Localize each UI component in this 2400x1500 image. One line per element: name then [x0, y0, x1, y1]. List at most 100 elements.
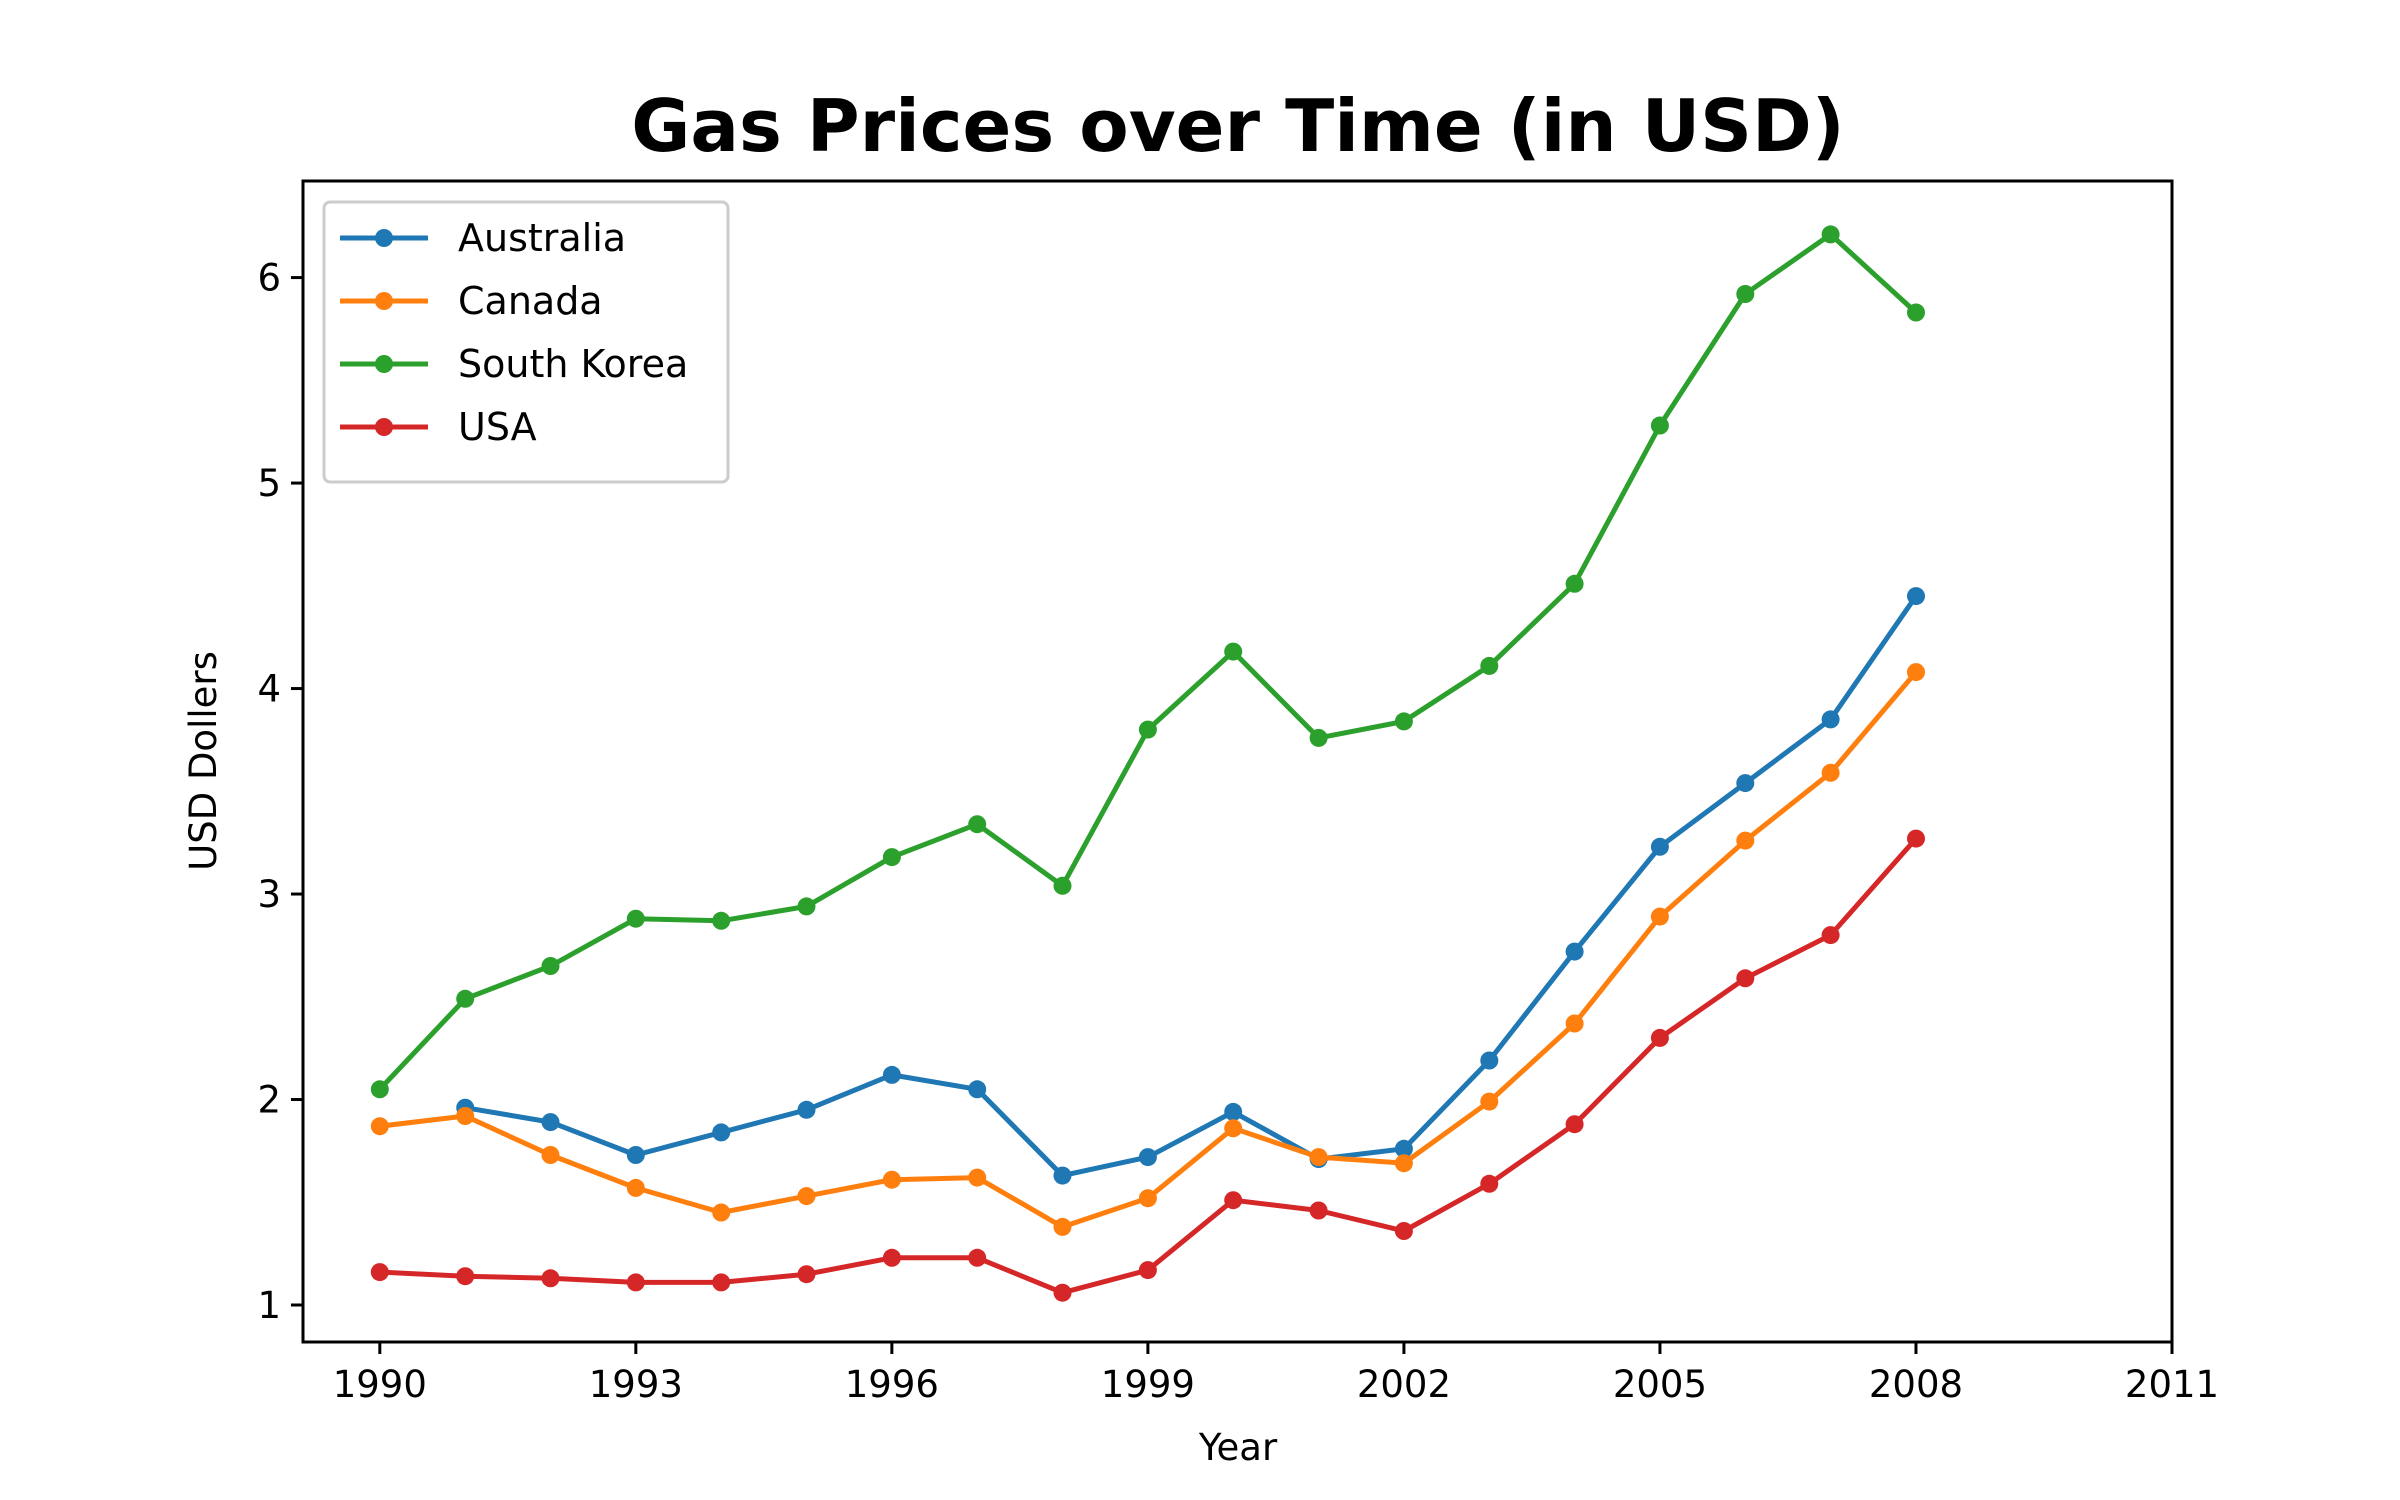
data-point [1394, 1139, 1413, 1158]
y-tick-label: 3 [257, 873, 281, 916]
data-point [456, 989, 475, 1008]
data-point [712, 1203, 731, 1222]
y-tick-label: 6 [257, 257, 281, 300]
data-point [797, 1265, 816, 1284]
data-point [1650, 1028, 1669, 1047]
data-point [1736, 969, 1755, 988]
legend-item: South Korea [340, 342, 688, 386]
data-point [1821, 763, 1840, 782]
data-point [968, 1248, 987, 1267]
data-point [456, 1107, 475, 1125]
x-tick-label: 1999 [1101, 1363, 1195, 1406]
data-point [1138, 1189, 1157, 1208]
data-point [626, 1178, 645, 1197]
legend-swatch-marker [375, 355, 393, 373]
series-line [462, 593, 1919, 1179]
data-point [541, 1146, 560, 1164]
data-point [1565, 574, 1584, 593]
data-point [797, 1100, 816, 1119]
data-point [1821, 710, 1840, 729]
legend-swatch-marker [375, 292, 393, 310]
y-tick-label: 1 [257, 1284, 281, 1327]
legend-item: Canada [340, 279, 603, 323]
data-point [1480, 656, 1499, 675]
data-point [1309, 728, 1328, 747]
data-point [1480, 1174, 1499, 1193]
chart-title: Gas Prices over Time (in USD) [631, 84, 1844, 168]
data-point [541, 1269, 560, 1288]
legend-swatch-marker [375, 229, 393, 247]
axes-frame [301, 179, 2174, 1344]
data-point [370, 1117, 389, 1136]
data-point [370, 1080, 389, 1099]
data-point [1736, 774, 1755, 793]
y-tick-label: 5 [257, 462, 281, 505]
data-point [1309, 1201, 1328, 1220]
data-point [712, 1123, 731, 1142]
x-tick-label: 2002 [1357, 1363, 1451, 1406]
data-point [1821, 926, 1840, 945]
data-point [797, 1187, 816, 1206]
data-point [1224, 642, 1243, 661]
data-point [1480, 1051, 1499, 1070]
y-tick-label: 4 [257, 668, 281, 711]
data-point [1138, 1148, 1157, 1167]
x-axis-label: Year [1198, 1426, 1278, 1469]
legend-label: South Korea [458, 342, 688, 386]
data-point [1138, 720, 1157, 739]
legend-label: USA [458, 405, 537, 449]
data-point [626, 1146, 645, 1164]
data-point [1736, 285, 1755, 303]
data-point [1907, 303, 1925, 322]
x-tick-label: 1990 [333, 1363, 427, 1406]
legend-item: Australia [340, 216, 626, 260]
data-point [882, 1065, 901, 1084]
data-point [1736, 831, 1755, 850]
data-point [1907, 829, 1925, 848]
data-point [1480, 1092, 1499, 1111]
x-tick-label: 2008 [1869, 1363, 1963, 1406]
legend-label: Australia [458, 216, 626, 260]
series-south-korea [370, 225, 1925, 1099]
data-point [968, 1168, 987, 1187]
data-point [1224, 1119, 1243, 1138]
y-tick-label: 2 [257, 1079, 281, 1122]
data-point [1394, 712, 1413, 731]
y-axis-label: USD Dollers [182, 651, 225, 871]
x-tick-label: 1993 [589, 1363, 683, 1406]
series-canada [370, 663, 1925, 1236]
data-point [712, 911, 731, 930]
data-point [882, 1248, 901, 1267]
data-point [626, 909, 645, 928]
data-point [1907, 663, 1925, 682]
legend: Australia Canada South Korea USA [322, 200, 730, 484]
data-point [1053, 1217, 1072, 1236]
data-point [968, 815, 987, 834]
data-point [1053, 876, 1072, 895]
data-point [1650, 907, 1669, 926]
data-point [626, 1273, 645, 1292]
legend-box [322, 200, 730, 484]
x-tick-label: 2011 [2125, 1363, 2219, 1406]
series-usa [370, 829, 1925, 1302]
data-point [712, 1273, 731, 1292]
data-point [882, 1170, 901, 1189]
data-point [1821, 225, 1840, 244]
data-point [1309, 1148, 1328, 1167]
x-tick-label: 2005 [1613, 1363, 1707, 1406]
data-point [968, 1080, 987, 1099]
data-point [1907, 587, 1925, 606]
legend-item: USA [340, 405, 537, 449]
data-point [456, 1267, 475, 1286]
data-point [541, 957, 560, 975]
data-point [1138, 1261, 1157, 1280]
axes: 1990 1993 1996 1999 2002 2005 2008 2011 1 2 3 4 5 6 [257, 179, 2219, 1406]
data-point [1053, 1166, 1072, 1185]
data-point [1053, 1283, 1072, 1302]
data-point [1650, 837, 1669, 856]
legend-swatch-marker [375, 418, 393, 436]
data-point [1224, 1102, 1243, 1121]
data-point [1224, 1191, 1243, 1210]
data-point [882, 848, 901, 867]
